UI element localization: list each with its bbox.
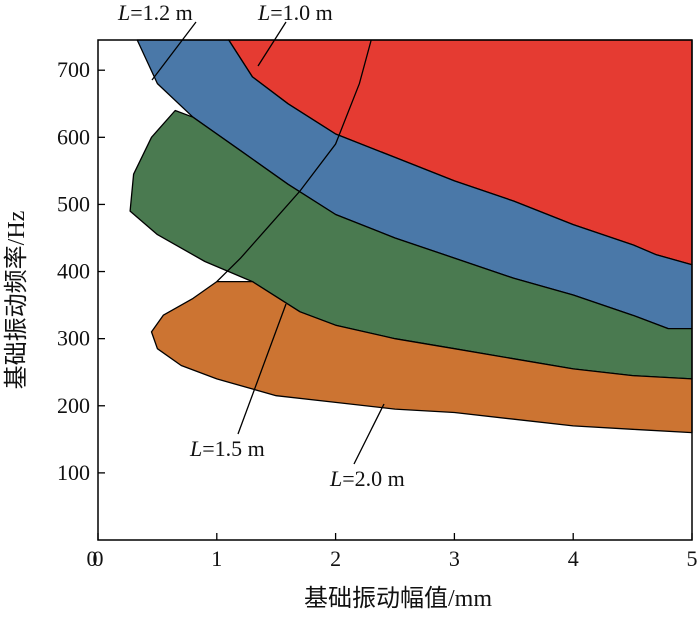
region-label-3: L=1.5 m: [189, 436, 265, 461]
region-label-2: L=1.2 m: [117, 0, 193, 25]
x-tick-label: 1: [211, 546, 222, 571]
ticks-layer: 0 1 2 3 4 5 100 200 300 400 500 600 700 0: [57, 57, 698, 571]
y-tick-label: 300: [57, 326, 90, 351]
y-tick-label: 100: [57, 460, 90, 485]
x-tick-label: 0: [93, 546, 104, 571]
x-tick-label: 5: [687, 546, 698, 571]
region-label-4: L=2.0 m: [329, 466, 405, 491]
leader-line: [151, 21, 197, 81]
y-tick-label: 700: [57, 57, 90, 82]
region-label-1: L=1.0 m: [257, 0, 333, 25]
region-labels: L=1.0 m L=1.2 m L=1.5 m L=2.0 m: [117, 0, 405, 491]
origin-tick-label: 0: [87, 546, 98, 571]
leader-line: [237, 303, 287, 435]
overlay-layer: [216, 39, 372, 283]
y-tick-label: 400: [57, 259, 90, 284]
overlay-boundary-line-1: [216, 39, 372, 283]
y-axis-title: 基础振动频率/Hz: [3, 211, 30, 390]
y-tick-label: 200: [57, 393, 90, 418]
x-axis-title: 基础振动幅值/mm: [304, 585, 492, 612]
leader-lines: [151, 21, 385, 465]
y-tick-label: 600: [57, 124, 90, 149]
leader-line: [353, 403, 385, 465]
regions-layer: [129, 39, 693, 434]
plot-frame: [97, 39, 693, 541]
x-tick-label: 3: [449, 546, 460, 571]
y-tick-label: 500: [57, 191, 90, 216]
x-tick-label: 2: [330, 546, 341, 571]
leader-line: [257, 21, 287, 67]
x-tick-label: 4: [568, 546, 579, 571]
